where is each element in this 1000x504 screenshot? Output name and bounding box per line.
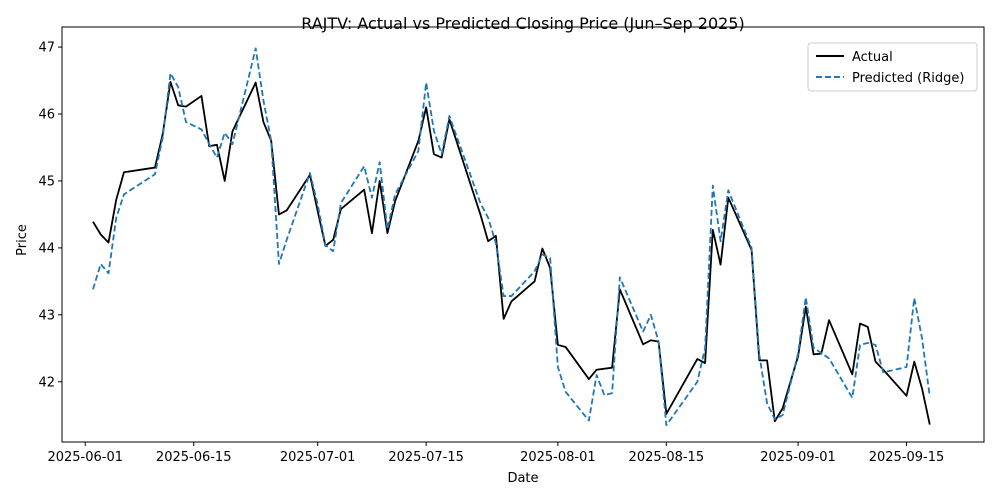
x-tick-label: 2025-06-15 (156, 450, 232, 465)
y-axis-label: Price (15, 224, 30, 256)
y-tick-label: 46 (38, 108, 55, 123)
plot-frame (61, 26, 985, 443)
x-tick-label: 2025-08-01 (520, 450, 596, 465)
y-tick-label: 43 (38, 308, 55, 323)
x-axis-label: Date (507, 471, 538, 486)
legend-box (807, 42, 978, 92)
chart-title: RAJTV: Actual vs Predicted Closing Price… (301, 14, 744, 33)
y-tick-label: 47 (38, 41, 55, 56)
predicted-series-line (92, 47, 931, 427)
y-tick-label: 42 (38, 375, 55, 390)
x-tick-label: 2025-09-01 (760, 450, 836, 465)
x-tick-label: 2025-06-01 (47, 450, 123, 465)
y-tick-label: 45 (38, 174, 55, 189)
x-tick-label: 2025-08-15 (629, 450, 705, 465)
x-tick-label: 2025-07-15 (388, 450, 464, 465)
y-tick-label: 44 (38, 241, 55, 256)
legend-label-predicted: Predicted (Ridge) (852, 71, 964, 86)
x-tick-label: 2025-09-15 (869, 450, 945, 465)
x-tick-label: 2025-07-01 (280, 450, 356, 465)
legend-label-actual: Actual (852, 50, 893, 65)
legend: Actual Predicted (Ridge) (807, 42, 978, 92)
